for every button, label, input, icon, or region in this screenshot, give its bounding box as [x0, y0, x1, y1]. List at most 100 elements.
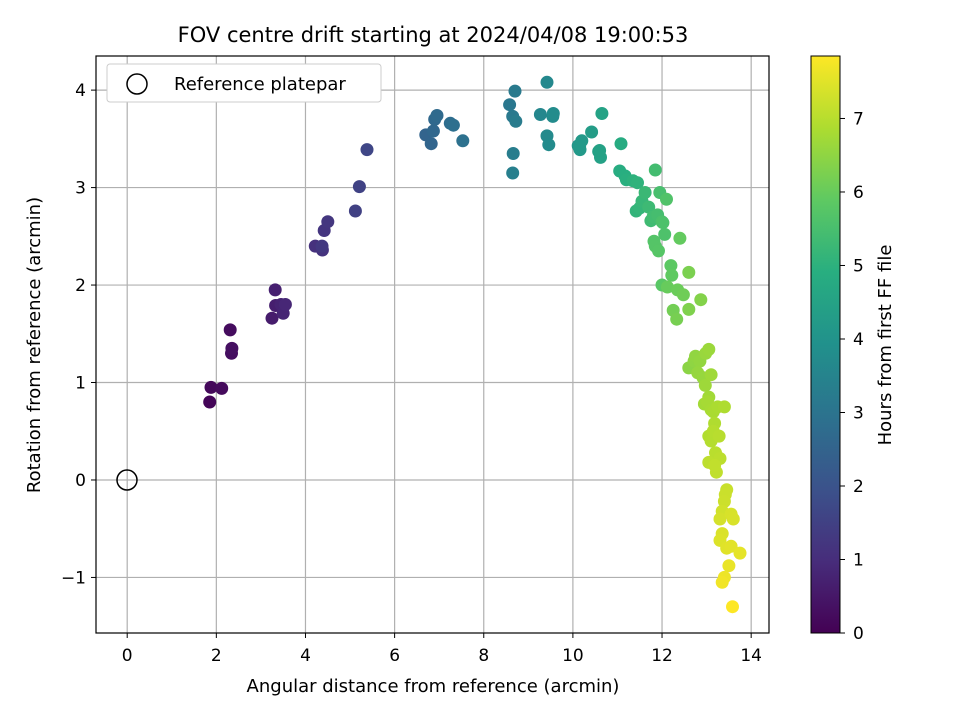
colorbar-tick-label: 3	[853, 403, 864, 423]
plot-frame	[95, 55, 770, 634]
y-tick-label: 1	[75, 374, 86, 394]
legend: Reference platepar	[106, 63, 382, 103]
y-tick-label: 3	[75, 179, 86, 199]
data-point	[593, 144, 607, 157]
data-point	[203, 395, 217, 409]
data-point	[506, 147, 520, 160]
data-point	[321, 215, 335, 229]
data-point	[715, 575, 729, 589]
y-tick-label: 0	[75, 471, 86, 491]
data-point	[702, 342, 716, 356]
data-point	[726, 512, 740, 526]
data-point	[660, 192, 673, 206]
data-point	[430, 109, 444, 122]
data-point	[225, 341, 239, 355]
x-tick-label: 8	[478, 646, 489, 666]
x-tick-label: 14	[740, 646, 762, 666]
colorbar-tick-label: 6	[853, 183, 864, 203]
data-point	[676, 288, 690, 302]
data-point	[717, 494, 731, 508]
colorbar-ticks: 0 1 2 3 4 5 6 7	[840, 109, 864, 644]
data-point	[638, 186, 652, 199]
y-tick-label: −1	[61, 568, 86, 588]
y-axis-label: Rotation from reference (arcmin)	[24, 197, 45, 493]
data-point	[642, 200, 656, 214]
data-point	[585, 125, 599, 139]
data-point	[348, 204, 362, 218]
data-point	[658, 227, 672, 241]
data-point	[708, 458, 722, 472]
data-point	[509, 114, 523, 128]
data-point	[506, 166, 520, 180]
colorbar-label: Hours from first FF file	[875, 245, 896, 446]
legend-marker-icon	[126, 73, 148, 95]
data-point	[278, 298, 292, 311]
x-tick-label: 6	[389, 646, 400, 666]
data-point	[315, 239, 329, 253]
data-point	[542, 138, 556, 152]
data-point	[682, 265, 696, 279]
data-point	[656, 216, 670, 230]
data-point	[648, 163, 662, 177]
x-axis-ticks: 0 2 4 6 8 10 12 14	[122, 633, 762, 666]
colorbar-tick-label: 5	[853, 256, 864, 276]
x-tick-label: 10	[562, 646, 584, 666]
data-point	[694, 293, 708, 307]
data-point	[426, 124, 440, 138]
data-point	[456, 134, 470, 148]
data-point	[713, 512, 727, 526]
chart-title: FOV centre drift starting at 2024/04/08 …	[178, 23, 689, 47]
data-point	[682, 302, 696, 316]
data-point	[660, 280, 674, 294]
colorbar-tick-label: 0	[853, 624, 864, 644]
y-tick-label: 2	[75, 276, 86, 296]
data-point	[215, 381, 229, 395]
y-axis-ticks: −1 0 1 2 3 4	[61, 81, 96, 588]
data-point	[726, 600, 739, 614]
data-point	[503, 98, 517, 112]
data-point	[446, 118, 460, 132]
data-point	[265, 311, 279, 325]
data-point	[575, 134, 589, 148]
data-point	[631, 176, 644, 190]
data-point	[360, 143, 374, 157]
x-tick-label: 2	[211, 646, 222, 666]
colorbar-tick-label: 7	[853, 109, 864, 129]
colorbar	[810, 55, 841, 634]
x-axis-label: Angular distance from reference (arcmin)	[247, 676, 620, 697]
data-point	[546, 107, 560, 120]
data-point	[595, 107, 609, 120]
data-point	[704, 368, 718, 382]
data-point	[652, 244, 665, 258]
data-point	[724, 539, 738, 553]
colorbar-tick-label: 1	[853, 550, 864, 570]
plot-area	[96, 56, 769, 633]
data-point	[223, 323, 237, 337]
data-point	[712, 429, 726, 443]
y-tick-label: 4	[75, 81, 86, 101]
data-point	[614, 137, 628, 151]
data-point	[673, 231, 687, 245]
data-point	[540, 75, 554, 89]
legend-entry-label: Reference platepar	[174, 74, 346, 95]
data-point	[508, 84, 522, 98]
data-point	[268, 283, 282, 297]
data-point	[533, 108, 547, 121]
data-point	[698, 378, 712, 392]
legend-box	[106, 63, 382, 103]
data-point	[722, 559, 736, 573]
data-point	[664, 259, 678, 273]
colorbar-tick-label: 2	[853, 477, 864, 497]
data-point	[352, 180, 366, 194]
data-points	[203, 75, 747, 614]
x-tick-label: 4	[300, 646, 311, 666]
colorbar-tick-label: 4	[853, 330, 864, 350]
data-point	[424, 137, 438, 151]
data-point	[733, 546, 747, 560]
reference-platepar-marker	[116, 469, 138, 491]
data-point	[665, 268, 679, 282]
data-point	[670, 312, 684, 326]
data-point	[204, 380, 218, 394]
x-tick-label: 0	[122, 646, 133, 666]
